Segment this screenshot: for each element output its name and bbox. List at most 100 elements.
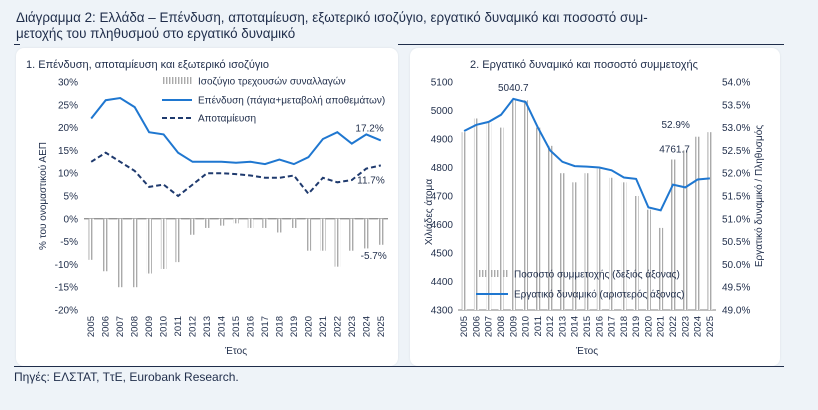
x-tick-label: 2016 [594,316,605,337]
y-tick-label: 5100 [431,78,454,89]
x-tick-label: 2020 [643,316,654,337]
annotation-peak: 5040.7 [498,83,529,94]
bar-current-account [189,218,196,235]
title-rule-right [398,44,784,45]
legend-swatch-bars [162,77,192,84]
y-tick-label: 20% [58,123,78,134]
x-axis-label: Έτος [224,346,247,357]
bar-current-account [233,218,239,224]
y2-tick-label: 52.0% [722,169,750,180]
bar-current-account [320,218,326,251]
bar-current-account [349,218,355,251]
bar-participation-rate [609,177,615,310]
y2-tick-label: 52.5% [722,146,750,157]
x-tick-label: 2025 [376,316,387,337]
x-tick-label: 2023 [680,316,691,337]
x-tick-label: 2018 [619,316,630,337]
y-tick-label: -20% [55,306,78,317]
x-tick-label: 2021 [656,316,667,337]
x-tick-label: 2014 [570,316,581,337]
legend-label: Ποσοστό συμμετοχής (δεξιός άξονας) [514,269,680,281]
bar-participation-rate [695,136,701,310]
x-tick-label: 2012 [545,316,556,337]
legend-label: Αποταμίευση [198,113,256,125]
bar-current-account [276,218,283,233]
y2-tick-label: 53.5% [722,100,750,111]
y-tick-label: 4600 [431,220,454,231]
investment-line [90,96,382,166]
bar-current-account [117,218,123,288]
source-note: Πηγές: ΕΛΣΤΑΤ, ΤτΕ, Eurobank Research. [14,370,239,384]
bar-participation-rate [596,168,602,310]
annotation-participation: 52.9% [661,120,689,131]
y2-tick-label: 49.0% [722,306,750,317]
x-tick-label: 2009 [144,316,155,337]
y-tick-label: -5% [60,237,78,248]
x-tick-label: 2022 [668,316,679,337]
bar-participation-rate [572,182,578,310]
x-tick-label: 2013 [202,316,213,337]
x-tick-label: 2014 [217,316,228,337]
x-tick-label: 2025 [705,316,716,337]
bar-current-account [291,218,297,228]
y2-tick-label: 51.0% [722,214,750,225]
y2-tick-label: 50.5% [722,237,750,248]
bar-current-account [175,218,181,263]
bar-current-account [146,218,152,274]
bar-current-account [262,218,268,228]
y-tick-label: 4300 [431,306,454,317]
y-tick-label: 15% [58,146,78,157]
bar-participation-rate [523,100,529,310]
annotation-savings: 11.7% [357,175,385,186]
y-tick-label: 5% [64,192,79,203]
x-tick-label: 2010 [159,316,170,337]
x-tick-label: 2008 [496,316,507,337]
bar-participation-rate [473,118,479,310]
y2-tick-label: 49.5% [722,283,750,294]
bar-participation-rate [535,127,541,310]
x-tick-label: 2005 [459,316,470,337]
bar-participation-rate [559,173,565,310]
bar-current-account [160,218,167,269]
y-tick-label: 10% [58,169,78,180]
bar-participation-rate [658,227,664,310]
annotation-current-account: -5.7% [361,251,387,262]
x-tick-label: 2016 [245,316,256,337]
x-tick-label: 2018 [274,316,285,337]
bar-current-account [305,218,312,251]
y2-axis-label: Εργατικό δυναμικό / Πληθυσμός [753,125,765,267]
y-tick-label: 30% [58,78,78,89]
x-tick-label: 2019 [289,316,300,337]
y2-tick-label: 53.0% [722,123,750,134]
bar-current-account [378,218,384,245]
annotation-labour-force: 4761.7 [659,144,690,155]
title-line-1: Διάγραμμα 2: Ελλάδα – Επένδυση, αποταμίε… [16,10,648,25]
chart-title: 2. Εργατικό δυναμικό και ποσοστό συμμετο… [470,59,698,71]
chart-title: 1. Επένδυση, αποταμίευση και εξωτερικό ι… [26,59,269,71]
x-tick-label: 2006 [471,316,482,337]
bar-current-account [102,218,109,272]
bar-participation-rate [461,132,467,310]
x-tick-label: 2015 [582,316,593,337]
y2-tick-label: 54.0% [722,78,750,89]
title-line-2: μετοχής του πληθυσμού στο εργατικό δυναμ… [16,26,296,41]
y-tick-label: 0% [64,214,79,225]
annotation-investment: 17.2% [355,123,383,134]
bar-participation-rate [707,132,713,310]
x-tick-label: 2010 [521,316,532,337]
x-tick-label: 2011 [173,316,184,336]
bar-participation-rate [584,173,590,310]
y-axis-label: Χιλιάδες άτομα [423,179,435,245]
x-tick-label: 2007 [484,316,495,337]
x-tick-label: 2017 [607,316,618,337]
x-tick-label: 2021 [318,316,329,337]
bar-participation-rate [682,150,688,310]
x-tick-label: 2011 [533,316,544,336]
bar-current-account [204,218,210,228]
y-axis-label: % του ονομαστικού ΑΕΠ [37,142,49,250]
bar-participation-rate [498,127,504,310]
bar-participation-rate [486,123,492,310]
x-tick-label: 2013 [557,316,568,337]
x-tick-label: 2024 [693,316,704,337]
x-tick-label: 2005 [86,316,97,337]
